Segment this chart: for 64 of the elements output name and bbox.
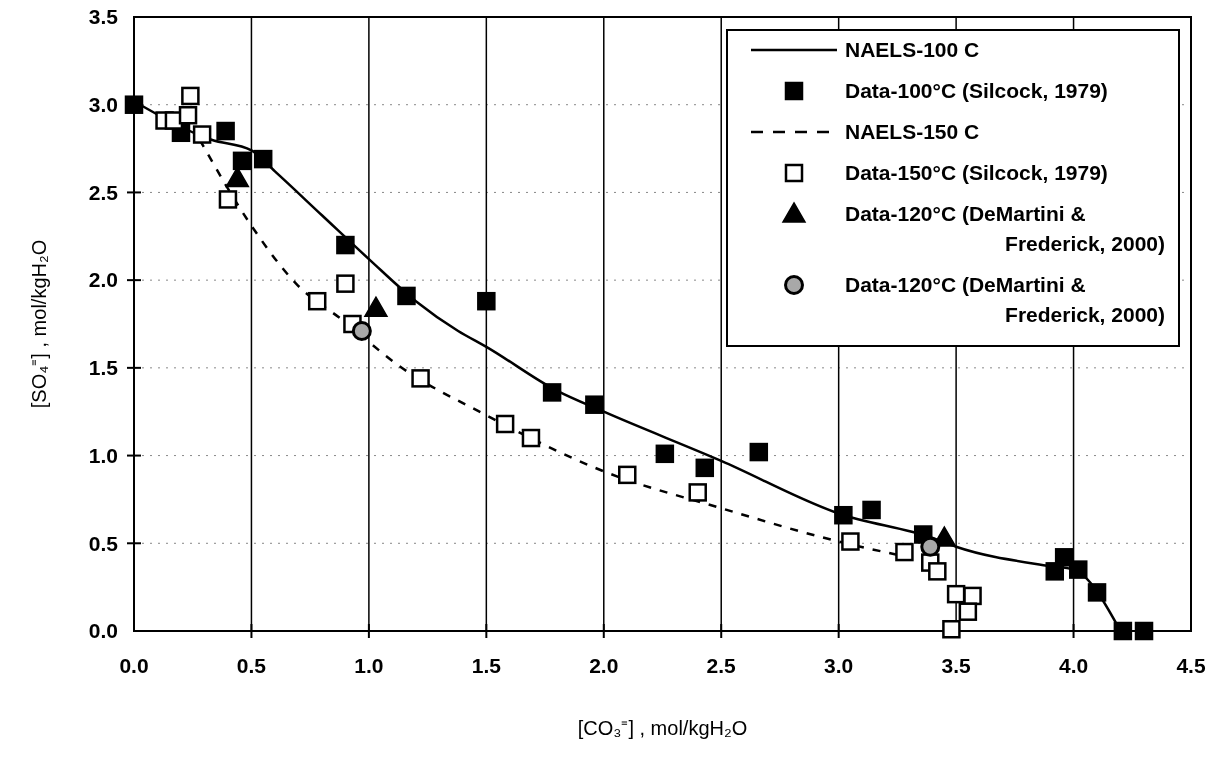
point [958, 602, 978, 621]
y-tick-label: 1.0 [88, 443, 118, 467]
x-tick-label: 3.5 [941, 654, 972, 677]
y-axis-title: [SO₄⁼] , mol/kgH₂O [28, 239, 50, 409]
x-tick-label: 1.0 [354, 654, 384, 677]
point [928, 562, 947, 581]
point [336, 274, 355, 293]
point [336, 235, 355, 255]
point [841, 532, 860, 551]
point [1134, 621, 1154, 641]
x-tick-label: 2.0 [589, 654, 619, 677]
point [181, 86, 200, 106]
y-tick-label: 2.5 [88, 180, 119, 204]
x-tick-label: 3.0 [824, 654, 854, 677]
legend-label: NAELS-150 C [845, 120, 980, 144]
point [655, 444, 675, 464]
point [1087, 583, 1107, 602]
point [351, 321, 372, 342]
point [834, 505, 853, 525]
legend-label: Data-120°C (DeMartini & Frederick, 2000) [845, 202, 1165, 256]
point [618, 465, 637, 485]
point [253, 149, 273, 169]
point [411, 369, 430, 388]
point [895, 542, 914, 562]
point [397, 286, 416, 306]
point [216, 121, 235, 141]
point [862, 500, 881, 520]
y-tick-label: 0.0 [88, 619, 118, 643]
point [749, 442, 769, 462]
x-tick-label: 4.5 [1176, 654, 1206, 677]
point [1054, 548, 1074, 567]
point [1069, 560, 1088, 579]
x-tick-label: 4.0 [1058, 654, 1089, 677]
point [688, 483, 707, 502]
point [218, 190, 238, 209]
point [178, 105, 198, 125]
point [542, 383, 562, 402]
point [495, 414, 515, 434]
y-tick-label: 0.5 [88, 531, 119, 555]
x-tick-label: 0.5 [236, 654, 267, 677]
point [1113, 621, 1133, 641]
x-tick-label: 2.5 [706, 654, 737, 677]
point [942, 620, 961, 639]
legend-label: Data-150°C (Silcock, 1979) [845, 161, 1108, 185]
legend-label: Data-100°C (Silcock, 1979) [845, 79, 1108, 103]
point [124, 95, 144, 114]
point [521, 428, 541, 448]
point [307, 291, 327, 311]
y-tick-label: 2.0 [88, 268, 118, 292]
point [232, 151, 252, 171]
point [695, 458, 715, 478]
y-tick-label: 3.0 [88, 93, 118, 117]
point [920, 536, 941, 557]
y-tick-label: 1.5 [88, 356, 119, 380]
x-tick-label: 0.0 [119, 654, 149, 677]
x-axis-title: [CO₃⁼] , mol/kgH₂O [577, 717, 748, 739]
legend-label: NAELS-100 C [845, 38, 980, 62]
point [364, 296, 388, 317]
y-tick-label: 3.5 [88, 5, 119, 29]
point [192, 125, 212, 144]
point [585, 395, 604, 414]
legend-label: Data-120°C (DeMartini & Frederick, 2000) [845, 273, 1165, 327]
x-tick-label: 1.5 [471, 654, 502, 677]
point [477, 291, 496, 311]
